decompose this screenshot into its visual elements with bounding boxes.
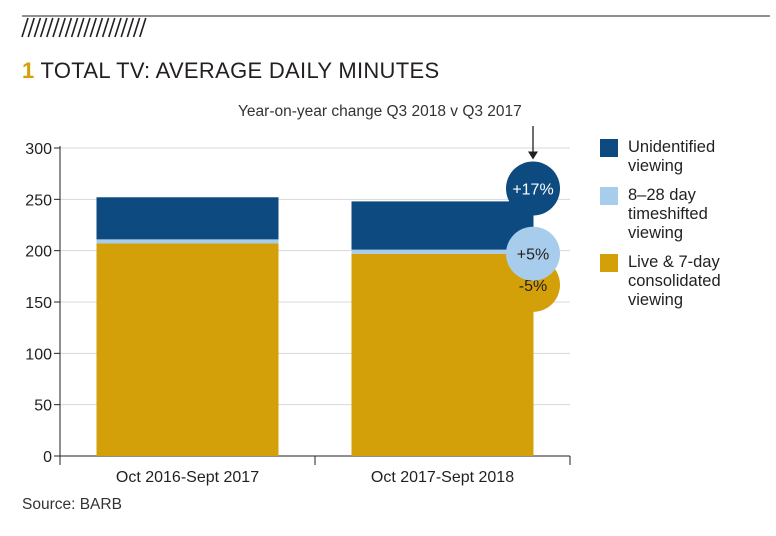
stripe [21, 17, 29, 38]
stripe [39, 17, 48, 38]
stripe [33, 17, 42, 38]
stripe [83, 17, 91, 38]
x-tick-label: Oct 2016-Sept 2017 [116, 469, 259, 486]
legend-label-unidentified: Unidentified viewing [628, 138, 716, 175]
chart-title-text: TOTAL TV: AVERAGE DAILY MINUTES [40, 58, 440, 83]
legend-item-live: Live & 7-day consolidated viewing [600, 253, 770, 310]
source-note: Source: BARB [22, 496, 122, 513]
legend-label-timeshifted: 8–28 day timeshifted viewing [628, 186, 708, 242]
stripe [89, 17, 97, 38]
y-tick-label: 50 [34, 398, 52, 415]
stripe [46, 17, 54, 38]
change-circle-timeshifted [506, 226, 560, 281]
legend-swatch-live [600, 254, 618, 272]
stripe [95, 17, 104, 38]
change-circle-unidentified [506, 161, 560, 216]
y-tick-label: 100 [25, 346, 52, 363]
stripe [139, 17, 147, 38]
bar-segment-live [351, 253, 534, 456]
y-tick-label: 300 [25, 141, 52, 158]
legend-swatch-unidentified [600, 139, 618, 157]
legend-item-timeshifted: 8–28 day timeshifted viewing [600, 186, 770, 243]
legend-item-unidentified: Unidentified viewing [600, 138, 770, 176]
bar-segment-timeshifted [351, 249, 534, 254]
y-tick-label: 150 [25, 295, 52, 312]
stripe [77, 17, 85, 38]
header-stripe-pattern [21, 15, 770, 38]
change-label: +5% [517, 247, 549, 264]
x-tick-label: Oct 2017-Sept 2018 [371, 469, 514, 486]
chart-title: 1 TOTAL TV: AVERAGE DAILY MINUTES [22, 58, 439, 84]
stripe [132, 17, 141, 38]
stripe [27, 17, 35, 38]
legend-label-live: Live & 7-day consolidated viewing [628, 253, 721, 309]
change-label: +17% [512, 182, 553, 199]
y-tick-label: 0 [43, 449, 52, 466]
stripe [126, 17, 135, 38]
subtitle-arrow-head [528, 151, 538, 160]
stripe [64, 17, 73, 38]
legend: Unidentified viewing 8–28 day timeshifte… [600, 138, 770, 320]
bar-segment-unidentified [96, 197, 279, 240]
stripe [101, 17, 110, 38]
y-tick-label: 250 [25, 192, 52, 209]
stripe [58, 17, 66, 38]
stripe [52, 17, 60, 38]
stripe [114, 17, 122, 38]
chart-subtitle: Year-on-year change Q3 2018 v Q3 2017 [238, 103, 522, 120]
bar-segment-unidentified [351, 201, 534, 250]
bar-segment-live [96, 243, 279, 456]
change-label: -5% [519, 278, 547, 295]
stripe [70, 17, 79, 38]
legend-swatch-timeshifted [600, 187, 618, 205]
bar-segment-timeshifted [96, 239, 279, 244]
stripe [108, 17, 116, 38]
chart-number: 1 [22, 58, 35, 83]
stripe [120, 17, 128, 38]
y-tick-label: 200 [25, 244, 52, 261]
